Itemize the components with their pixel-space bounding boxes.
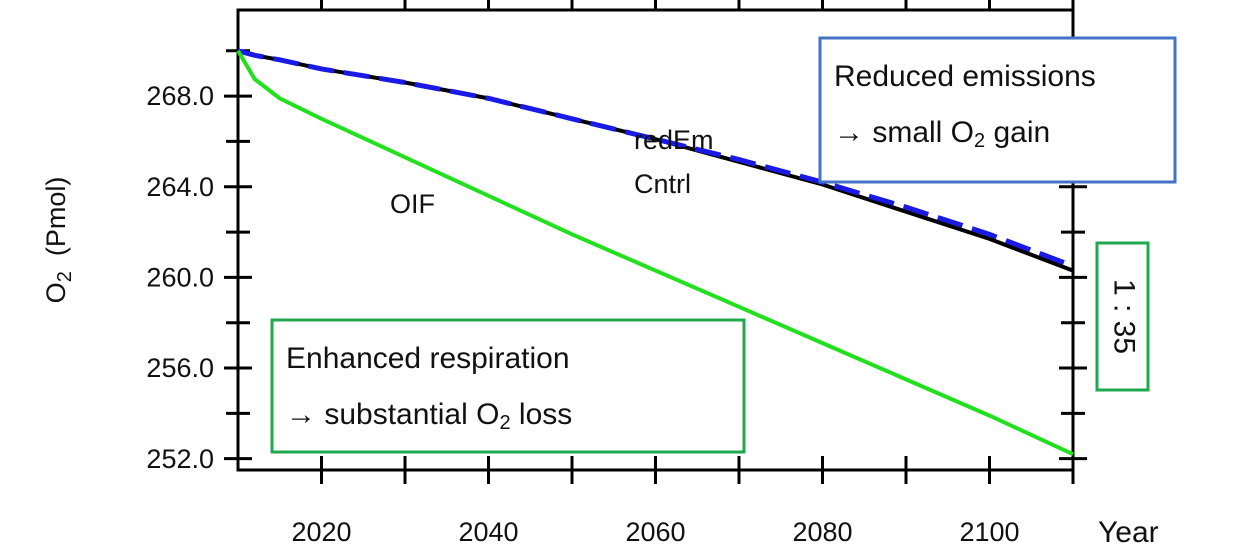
y-tick-label: 260.0 <box>146 263 214 293</box>
x-tick-label: 2020 <box>291 517 351 547</box>
y-tick-label: 252.0 <box>146 444 214 474</box>
annotation-text: Enhanced respiration <box>286 342 570 375</box>
y-label-part: (Pmol) <box>41 177 71 272</box>
annotation-part: → substantial O <box>286 398 499 431</box>
y-tick-label: 264.0 <box>146 172 214 202</box>
annotation-part: 2 <box>974 130 985 152</box>
series-label: OIF <box>390 189 435 219</box>
annotation-text: Reduced emissions <box>834 60 1096 93</box>
x-tick-label: 2040 <box>458 517 518 547</box>
annotation-part: 1 : 35 <box>1108 279 1141 354</box>
annotation-part: Reduced emissions <box>834 60 1096 93</box>
y-label-part: 2 <box>54 271 76 282</box>
x-axis-label: Year <box>1098 516 1159 549</box>
annotation-part: → small O <box>834 116 974 149</box>
series-line <box>237 48 1074 269</box>
x-tick-label: 2100 <box>959 517 1019 547</box>
annotation-part: 2 <box>499 412 510 434</box>
x-tick-label: 2080 <box>792 517 852 547</box>
annotation-text: 1 : 35 <box>1108 279 1141 354</box>
y-label-part: O <box>41 282 71 303</box>
y-tick-label: 256.0 <box>146 353 214 383</box>
annotation-box <box>818 36 1177 184</box>
y-tick-label: 268.0 <box>146 81 214 111</box>
series-line <box>236 49 1074 456</box>
annotation-box <box>270 318 746 454</box>
x-tick-label: 2060 <box>625 517 685 547</box>
annotation-part: Enhanced respiration <box>286 342 570 375</box>
series-label: Cntrl <box>634 169 691 199</box>
series-label: redEm <box>634 125 714 155</box>
y-axis-label: O2 (Pmol) <box>41 177 76 304</box>
annotation-box <box>1095 241 1150 392</box>
annotation-text: → substantial O2 loss <box>286 398 572 434</box>
annotation-part: loss <box>511 398 573 431</box>
annotation-part: gain <box>985 116 1050 149</box>
annotation-text: → small O2 gain <box>834 116 1050 152</box>
